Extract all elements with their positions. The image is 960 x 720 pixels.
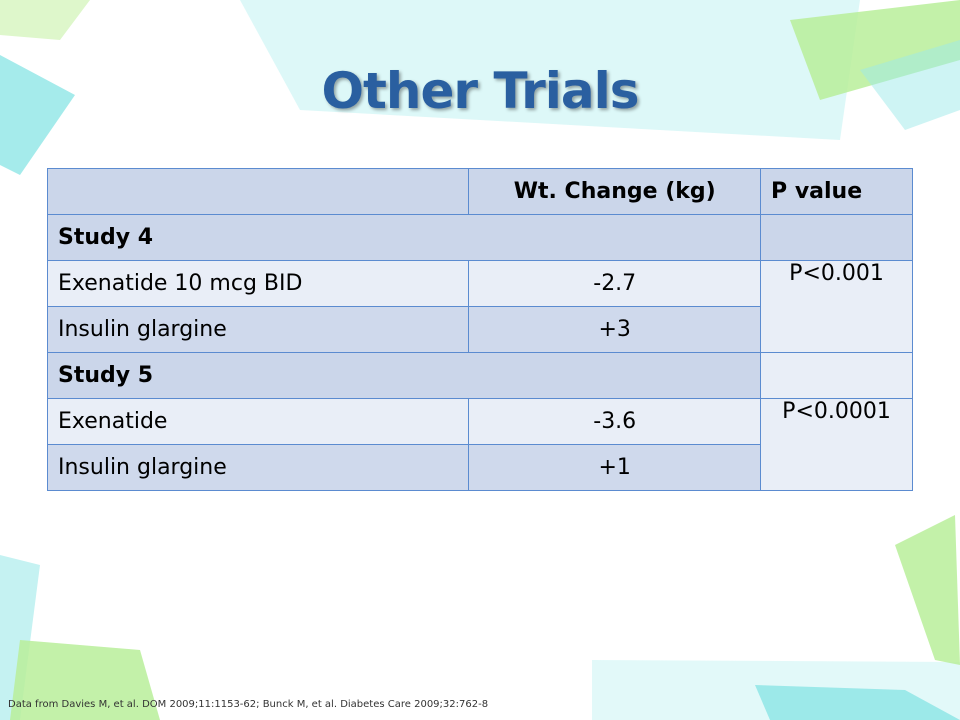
wt-change-cell: -3.6	[468, 398, 762, 445]
wt-change-cell: +3	[468, 306, 762, 353]
treatment-cell: Insulin glargine	[46, 444, 470, 491]
decor-shape-bottom-left-green	[10, 640, 160, 720]
wt-change-cell: +1	[468, 444, 762, 491]
table-row: Insulin glargine +1	[46, 444, 913, 491]
header-cell-treatment	[46, 168, 470, 215]
section-empty-cell	[760, 352, 913, 399]
section-row-study-4: Study 4	[46, 214, 913, 261]
decor-shape-top-left-green	[0, 0, 90, 40]
table-header-row: Wt. Change (kg) P value	[46, 168, 913, 215]
decor-shape-top-right-green	[790, 0, 960, 100]
decor-shape-bottom-left-cyan	[0, 555, 40, 720]
header-cell-wt-change: Wt. Change (kg)	[468, 168, 762, 215]
wt-change-cell: -2.7	[468, 260, 762, 307]
header-cell-p-value: P value	[760, 168, 913, 215]
decor-shape-bottom-right-green	[895, 515, 960, 665]
decor-shape-top-left-cyan	[0, 55, 75, 175]
table-row: Exenatide 10 mcg BID -2.7 P<0.001	[46, 260, 913, 353]
section-label: Study 5	[46, 352, 762, 399]
p-value-cell: P<0.001	[760, 260, 913, 353]
table-row: Insulin glargine +3	[46, 306, 913, 353]
section-empty-cell	[760, 214, 913, 261]
treatment-cell: Exenatide	[46, 398, 470, 445]
table-row: Exenatide -3.6 P<0.0001	[46, 398, 913, 491]
section-row-study-5: Study 5	[46, 352, 913, 399]
decor-shape-top-band	[240, 0, 860, 140]
p-value-cell: P<0.0001	[760, 398, 913, 491]
decor-shape-bottom-right-cyan	[755, 685, 960, 720]
slide-title: Other Trials	[321, 62, 639, 120]
section-label: Study 4	[46, 214, 762, 261]
treatment-cell: Insulin glargine	[46, 306, 470, 353]
citation-footnote: Data from Davies M, et al. DOM 2009;11:1…	[8, 699, 489, 710]
decor-shape-top-right-cyan	[860, 40, 960, 130]
treatment-cell: Exenatide 10 mcg BID	[46, 260, 470, 307]
trials-table: Wt. Change (kg) P value Study 4 Exenatid…	[46, 168, 913, 491]
